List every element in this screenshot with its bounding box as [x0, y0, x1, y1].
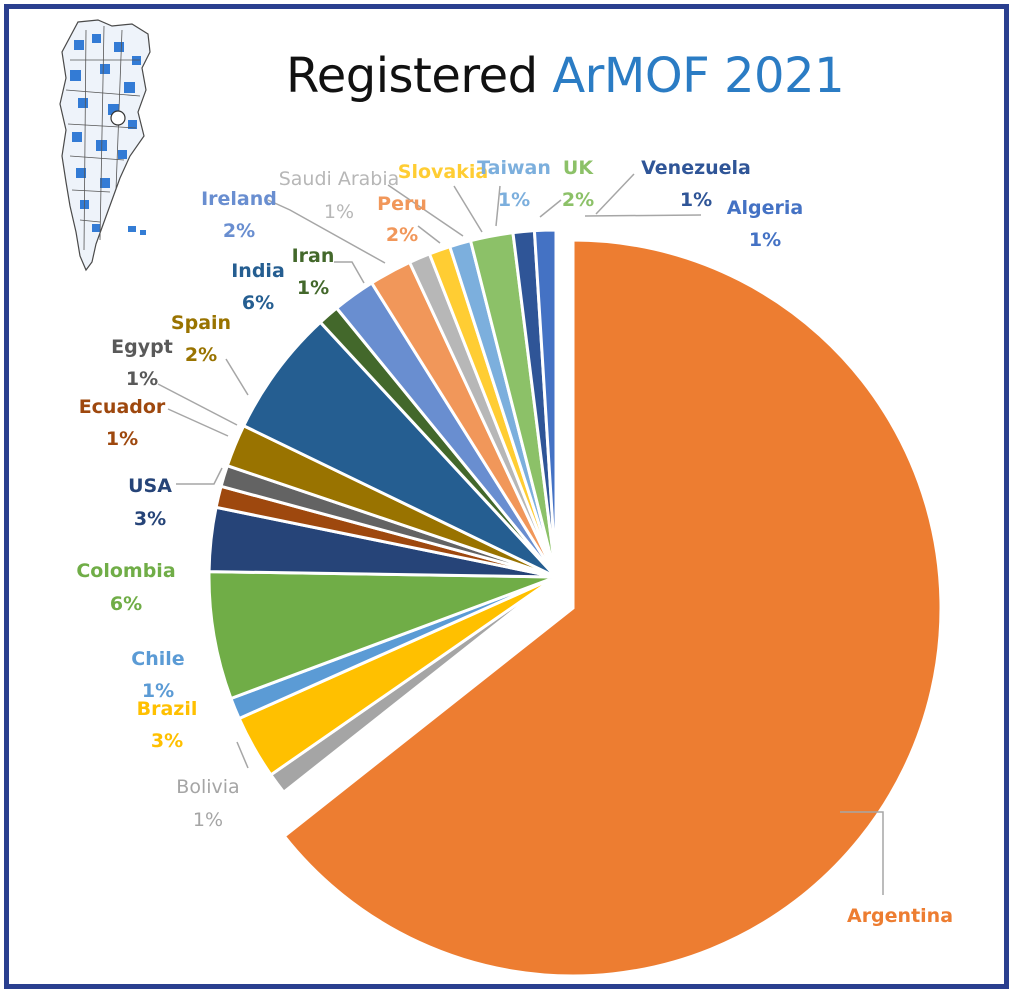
leader-line-peru: [417, 225, 441, 244]
pie-slice-india: [241, 320, 558, 579]
slice-label-algeria: Algeria: [727, 197, 803, 219]
leader-line-ecuador: [167, 408, 229, 437]
slice-percent-venezuela: 1%: [680, 189, 712, 211]
title-registered: Registered: [286, 48, 538, 104]
leader-line-taiwan: [495, 185, 501, 227]
leader-line-spain: [225, 358, 249, 396]
slice-label-slovakia: Slovakia: [398, 161, 488, 183]
slice-percent-peru: 2%: [386, 224, 418, 246]
slice-percent-usa: 3%: [134, 508, 166, 530]
slice-percent-uk: 2%: [562, 189, 594, 211]
leader-line-iran: [334, 261, 365, 284]
title-armof-2021: ArMOF 2021: [552, 48, 845, 104]
slice-percent-egypt: 1%: [126, 368, 158, 390]
leader-line-uk: [539, 199, 562, 218]
slice-percent-ecuador: 1%: [106, 428, 138, 450]
slice-percent-india: 6%: [242, 292, 274, 314]
slice-label-peru: Peru: [377, 193, 427, 215]
argentina-map-mof-structure-icon: [59, 19, 151, 272]
slice-percent-saudi-arabia: 1%: [324, 201, 354, 223]
slice-label-iran: Iran: [292, 245, 335, 267]
slice-percent-chile: 1%: [142, 680, 174, 702]
leader-line-bolivia: [236, 741, 249, 769]
pie-slice-colombia: [207, 570, 557, 701]
leader-line-saudi-arabia: [387, 184, 464, 237]
slice-label-venezuela: Venezuela: [641, 157, 751, 179]
slice-label-usa: USA: [128, 475, 172, 497]
slice-percent-colombia: 6%: [110, 593, 142, 615]
leader-line-slovakia: [453, 185, 483, 233]
slice-label-bolivia: Bolivia: [176, 776, 239, 798]
leader-line-usa: [176, 467, 223, 485]
leader-line-algeria: [584, 214, 702, 217]
slice-label-ecuador: Ecuador: [79, 396, 166, 418]
pie-slice-algeria: [532, 228, 558, 578]
slice-label-spain: Spain: [171, 312, 231, 334]
leader-line-ireland: [267, 199, 386, 264]
slice-label-chile: Chile: [131, 648, 184, 670]
leader-line-egypt: [157, 383, 238, 426]
slice-percent-algeria: 1%: [749, 229, 781, 251]
leader-line-argentina: [840, 811, 884, 895]
slice-percent-taiwan: 1%: [498, 189, 530, 211]
slice-label-egypt: Egypt: [111, 336, 173, 358]
slice-label-saudi-arabia: Saudi Arabia: [279, 168, 400, 190]
slice-label-india: India: [231, 260, 285, 282]
slice-percent-iran: 1%: [297, 277, 329, 299]
slice-label-ireland: Ireland: [201, 188, 277, 210]
pie-slice-argentina: [282, 238, 943, 978]
slice-label-uk: UK: [563, 157, 594, 179]
slice-label-brazil: Brazil: [137, 698, 198, 720]
leader-line-venezuela: [595, 173, 635, 215]
slice-percent-ireland: 2%: [223, 220, 255, 242]
slice-label-argentina: Argentina: [847, 905, 953, 927]
chart-title: Registered ArMOF 2021: [286, 48, 845, 104]
slice-label-colombia: Colombia: [76, 560, 175, 582]
slice-percent-brazil: 3%: [151, 730, 183, 752]
slice-label-taiwan: Taiwan: [477, 157, 551, 179]
slice-percent-bolivia: 1%: [193, 809, 223, 831]
slice-percent-spain: 2%: [185, 344, 217, 366]
